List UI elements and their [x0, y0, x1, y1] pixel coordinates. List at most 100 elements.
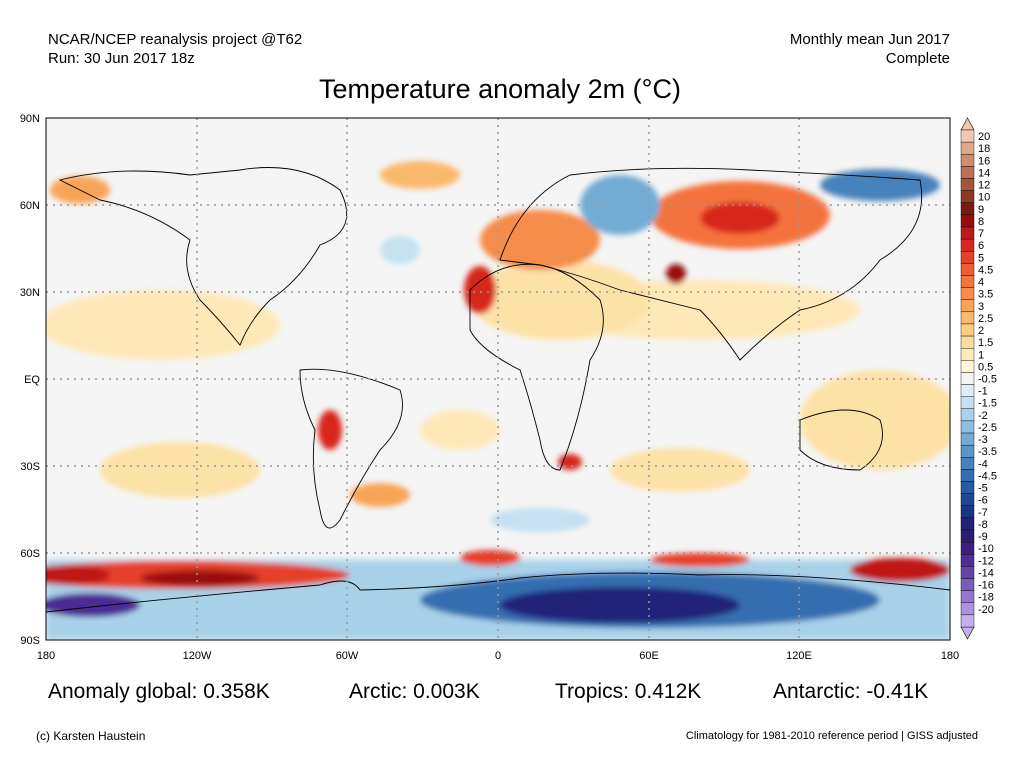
anomaly-patch	[480, 210, 600, 270]
colorbar-swatch	[960, 432, 975, 446]
anomaly-patch	[820, 169, 940, 201]
colorbar: 201816141210987654.543.532.521.510.5-0.5…	[960, 117, 997, 640]
project-label: NCAR/NCEP reanalysis project @T62	[48, 31, 303, 48]
anomaly-patch	[490, 508, 590, 532]
anomaly-patch	[850, 558, 950, 582]
lat-label: 90S	[20, 635, 40, 647]
coastline-australia	[799, 409, 883, 471]
colorbar-swatch	[960, 129, 975, 143]
colorbar-label: -9	[978, 531, 988, 543]
anomaly-patch	[470, 260, 650, 340]
colorbar-swatch	[960, 226, 975, 240]
colorbar-swatch	[960, 372, 975, 385]
colorbar-label: 7	[978, 228, 984, 240]
anomaly-patch	[700, 202, 780, 234]
colorbar-label: -2	[978, 410, 988, 422]
colorbar-label: 4	[978, 277, 984, 289]
coastline-antarctica	[46, 572, 950, 613]
colorbar-swatch	[960, 311, 975, 325]
colorbar-label: 10	[978, 192, 990, 204]
colorbar-label: -0.5	[978, 374, 997, 386]
colorbar-swatch	[960, 457, 975, 470]
colorbar-swatch	[960, 517, 975, 531]
colorbar-label: -2.5	[978, 422, 997, 434]
colorbar-min-arrow	[960, 626, 975, 640]
grid-lines	[46, 118, 950, 640]
coastline-eurasia	[499, 167, 923, 361]
climatology-note: Climatology for 1981-2010 reference peri…	[685, 730, 978, 742]
colorbar-swatch	[960, 554, 975, 567]
colorbar-label: 14	[978, 167, 990, 179]
lat-label: 90N	[20, 113, 40, 125]
run-label: Run: 30 Jun 2017 18z	[48, 50, 195, 67]
colorbar-swatch	[960, 529, 975, 543]
anomaly-patch	[666, 264, 686, 284]
colorbar-label: 20	[978, 131, 990, 143]
colorbar-label: 9	[978, 204, 984, 216]
colorbar-max-arrow	[960, 117, 975, 131]
colorbar-swatch	[960, 287, 975, 300]
map-title: Temperature anomaly 2m (°C)	[319, 74, 681, 104]
colorbar-swatch	[960, 238, 975, 252]
colorbar-label: 2.5	[978, 313, 993, 325]
lon-label: 60W	[336, 650, 359, 662]
colorbar-label: -1.5	[978, 398, 997, 410]
colorbar-swatch	[960, 408, 975, 422]
lon-label: 60E	[639, 650, 659, 662]
map-frame	[45, 117, 951, 641]
colorbar-label: -3	[978, 434, 988, 446]
colorbar-label: 18	[978, 143, 990, 155]
colorbar-label: 5	[978, 252, 984, 264]
period-label: Monthly mean Jun 2017	[789, 31, 950, 48]
status-label: Complete	[885, 50, 950, 67]
lon-label: 120E	[786, 650, 812, 662]
anomaly-patch	[558, 454, 582, 470]
colorbar-label: -16	[978, 580, 994, 592]
colorbar-label: 1.5	[978, 337, 993, 349]
colorbar-swatch	[960, 602, 975, 616]
anomaly-patch	[318, 410, 342, 450]
colorbar-label: -4	[978, 458, 988, 470]
lon-label: 180	[941, 650, 959, 662]
author-credit: (c) Karsten Haustein	[36, 729, 146, 743]
colorbar-swatch	[960, 190, 975, 203]
colorbar-label: -14	[978, 567, 994, 579]
anomaly-patch	[420, 410, 500, 450]
lon-label: 0	[495, 650, 501, 662]
lat-label: 60S	[20, 548, 40, 560]
colorbar-swatch	[960, 275, 975, 288]
colorbar-label: -20	[978, 604, 994, 616]
colorbar-label: -5	[978, 483, 988, 495]
anomaly-patch	[350, 483, 410, 507]
tropics-anomaly: Tropics: 0.412K	[555, 680, 702, 703]
colorbar-label: -8	[978, 519, 988, 531]
period-info: Monthly mean Jun 2017 Complete	[790, 30, 950, 68]
colorbar-swatch	[960, 469, 975, 482]
anomaly-field	[46, 161, 950, 640]
coastlines	[46, 167, 950, 613]
anomaly-patch	[380, 161, 460, 189]
colorbar-swatch	[960, 566, 975, 579]
arctic-anomaly: Arctic: 0.003K	[349, 680, 480, 703]
colorbar-swatch	[960, 493, 975, 506]
colorbar-swatch	[960, 614, 975, 628]
colorbar-swatch	[960, 541, 975, 555]
anomaly-patch	[46, 290, 280, 360]
anomaly-patch	[464, 266, 496, 314]
colorbar-swatch	[960, 335, 975, 349]
colorbar-swatch	[960, 396, 975, 410]
colorbar-swatch	[960, 299, 975, 313]
anomaly-patch	[380, 236, 420, 264]
colorbar-swatch	[960, 178, 975, 191]
colorbar-swatch	[960, 214, 975, 228]
anomaly-patch	[46, 593, 140, 617]
colorbar-swatch	[960, 202, 975, 216]
lon-label: 180	[37, 650, 55, 662]
colorbar-swatch	[960, 444, 975, 458]
colorbar-label: -3.5	[978, 446, 997, 458]
colorbar-label: 4.5	[978, 264, 993, 276]
colorbar-label: 6	[978, 240, 984, 252]
colorbar-label: 3.5	[978, 289, 993, 301]
colorbar-label: 0.5	[978, 361, 993, 373]
lat-label: 60N	[20, 200, 40, 212]
